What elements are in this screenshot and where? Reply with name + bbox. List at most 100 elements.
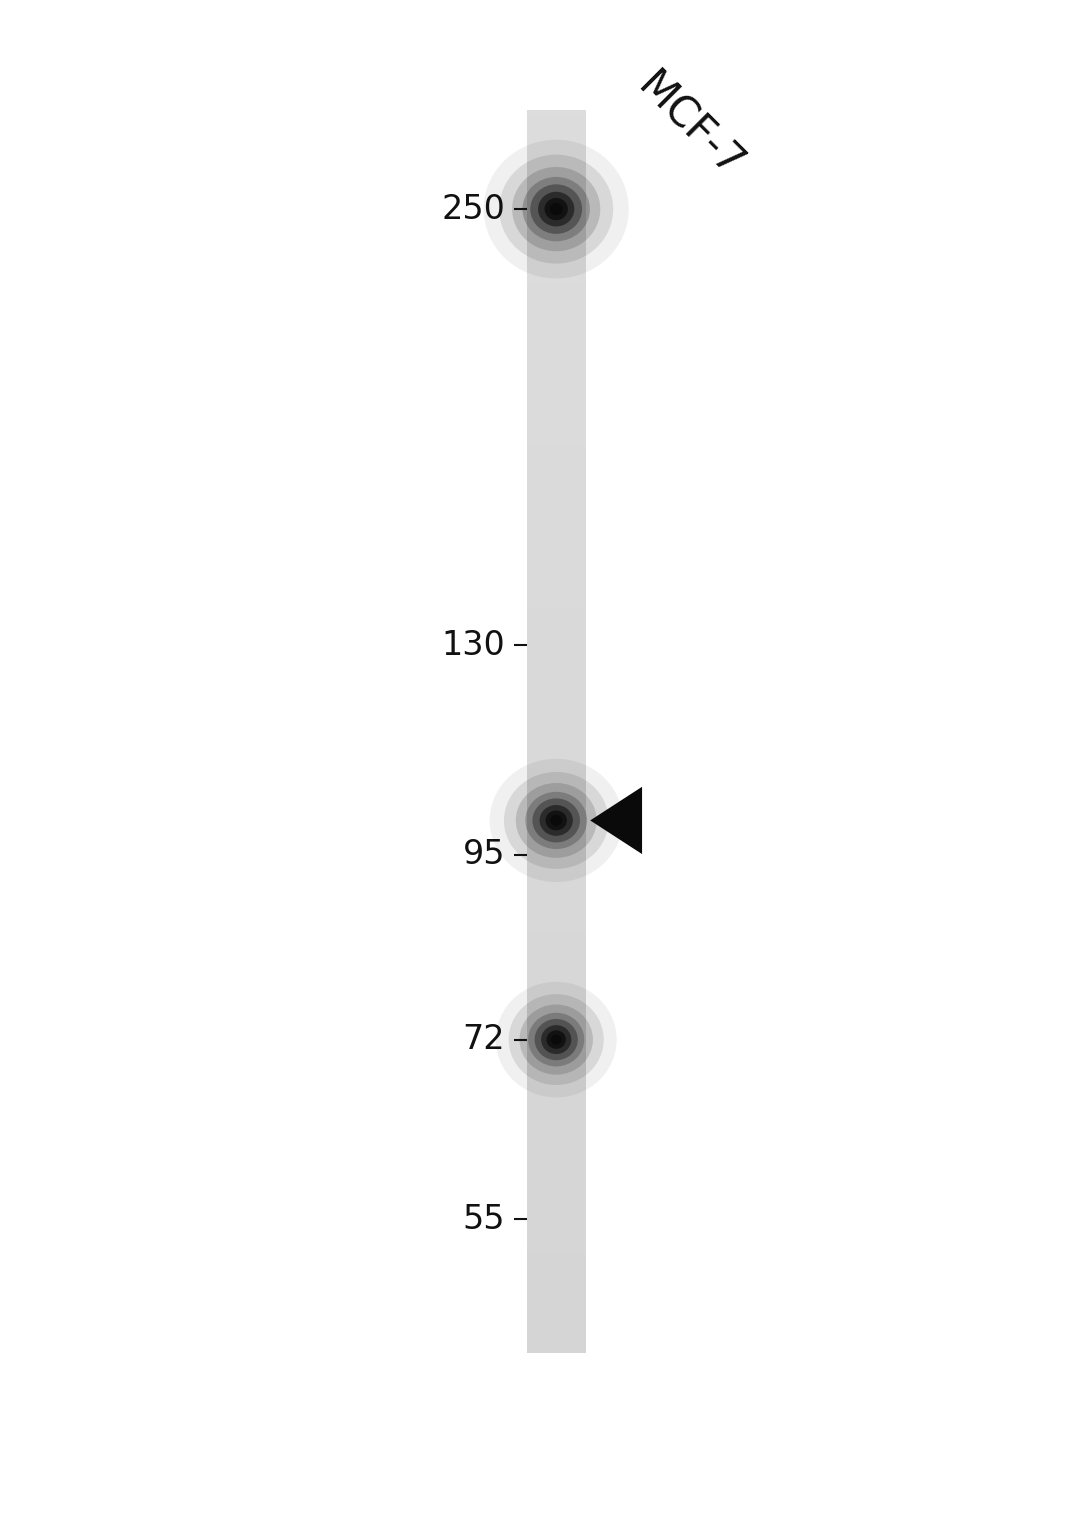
- Bar: [527, 962, 585, 968]
- Bar: [527, 128, 585, 135]
- Bar: [527, 775, 585, 781]
- Bar: [527, 390, 585, 396]
- Bar: [527, 875, 585, 881]
- Bar: [527, 502, 585, 508]
- Polygon shape: [591, 787, 642, 855]
- Bar: [527, 1067, 585, 1073]
- Bar: [527, 495, 585, 502]
- Text: MCF-7: MCF-7: [629, 66, 751, 187]
- Bar: [527, 459, 585, 465]
- Bar: [527, 1310, 585, 1316]
- Bar: [527, 651, 585, 657]
- Ellipse shape: [538, 191, 575, 226]
- Ellipse shape: [535, 1018, 578, 1060]
- Ellipse shape: [512, 167, 600, 251]
- Bar: [527, 453, 585, 459]
- Ellipse shape: [551, 1035, 562, 1044]
- Bar: [527, 731, 585, 739]
- Ellipse shape: [550, 203, 563, 216]
- Ellipse shape: [525, 792, 588, 849]
- Bar: [527, 1191, 585, 1197]
- Bar: [527, 396, 585, 402]
- Bar: [527, 1043, 585, 1049]
- Bar: [527, 309, 585, 315]
- Bar: [527, 564, 585, 570]
- Bar: [527, 576, 585, 583]
- Bar: [527, 905, 585, 911]
- Bar: [527, 1254, 585, 1260]
- Bar: [527, 1136, 585, 1142]
- Bar: [527, 489, 585, 495]
- Bar: [527, 850, 585, 856]
- Bar: [527, 203, 585, 209]
- Bar: [527, 1086, 585, 1092]
- Ellipse shape: [544, 197, 568, 220]
- Bar: [527, 1130, 585, 1136]
- Bar: [527, 1290, 585, 1297]
- Bar: [527, 676, 585, 682]
- Ellipse shape: [489, 758, 623, 882]
- Bar: [527, 365, 585, 372]
- Bar: [527, 161, 585, 167]
- Bar: [527, 1272, 585, 1278]
- Text: 250: 250: [441, 193, 504, 226]
- Bar: [527, 1235, 585, 1242]
- Bar: [527, 110, 585, 116]
- Bar: [527, 1179, 585, 1185]
- Bar: [527, 483, 585, 489]
- Bar: [527, 937, 585, 943]
- Bar: [527, 272, 585, 278]
- Bar: [527, 974, 585, 980]
- Bar: [527, 122, 585, 128]
- Bar: [527, 1242, 585, 1248]
- Bar: [527, 284, 585, 291]
- Bar: [527, 1284, 585, 1290]
- Bar: [527, 384, 585, 390]
- Ellipse shape: [484, 139, 629, 278]
- Bar: [527, 757, 585, 763]
- Ellipse shape: [541, 1024, 571, 1053]
- Text: 130: 130: [441, 628, 504, 662]
- Bar: [527, 1092, 585, 1098]
- Bar: [527, 583, 585, 589]
- Bar: [527, 800, 585, 806]
- Ellipse shape: [532, 798, 580, 842]
- Bar: [527, 378, 585, 384]
- Bar: [527, 1185, 585, 1191]
- Bar: [527, 619, 585, 625]
- Bar: [527, 346, 585, 353]
- Bar: [527, 682, 585, 688]
- Bar: [527, 998, 585, 1005]
- Bar: [527, 719, 585, 725]
- Bar: [527, 980, 585, 986]
- Bar: [527, 471, 585, 477]
- Bar: [527, 657, 585, 664]
- Bar: [527, 751, 585, 757]
- Bar: [527, 881, 585, 887]
- Bar: [527, 700, 585, 706]
- Bar: [527, 1142, 585, 1148]
- Bar: [527, 222, 585, 228]
- Bar: [527, 141, 585, 147]
- Bar: [527, 844, 585, 850]
- Bar: [527, 645, 585, 651]
- Bar: [527, 706, 585, 713]
- Bar: [527, 769, 585, 775]
- Bar: [527, 1118, 585, 1124]
- Bar: [527, 1303, 585, 1310]
- Bar: [527, 1079, 585, 1086]
- Bar: [527, 925, 585, 931]
- Bar: [527, 1229, 585, 1235]
- Bar: [527, 639, 585, 645]
- Bar: [527, 514, 585, 520]
- Bar: [527, 234, 585, 240]
- Bar: [527, 787, 585, 794]
- Bar: [527, 552, 585, 558]
- Bar: [527, 167, 585, 173]
- Bar: [527, 694, 585, 700]
- Bar: [527, 812, 585, 818]
- Bar: [527, 538, 585, 546]
- Bar: [527, 433, 585, 439]
- Bar: [527, 824, 585, 832]
- Bar: [527, 333, 585, 339]
